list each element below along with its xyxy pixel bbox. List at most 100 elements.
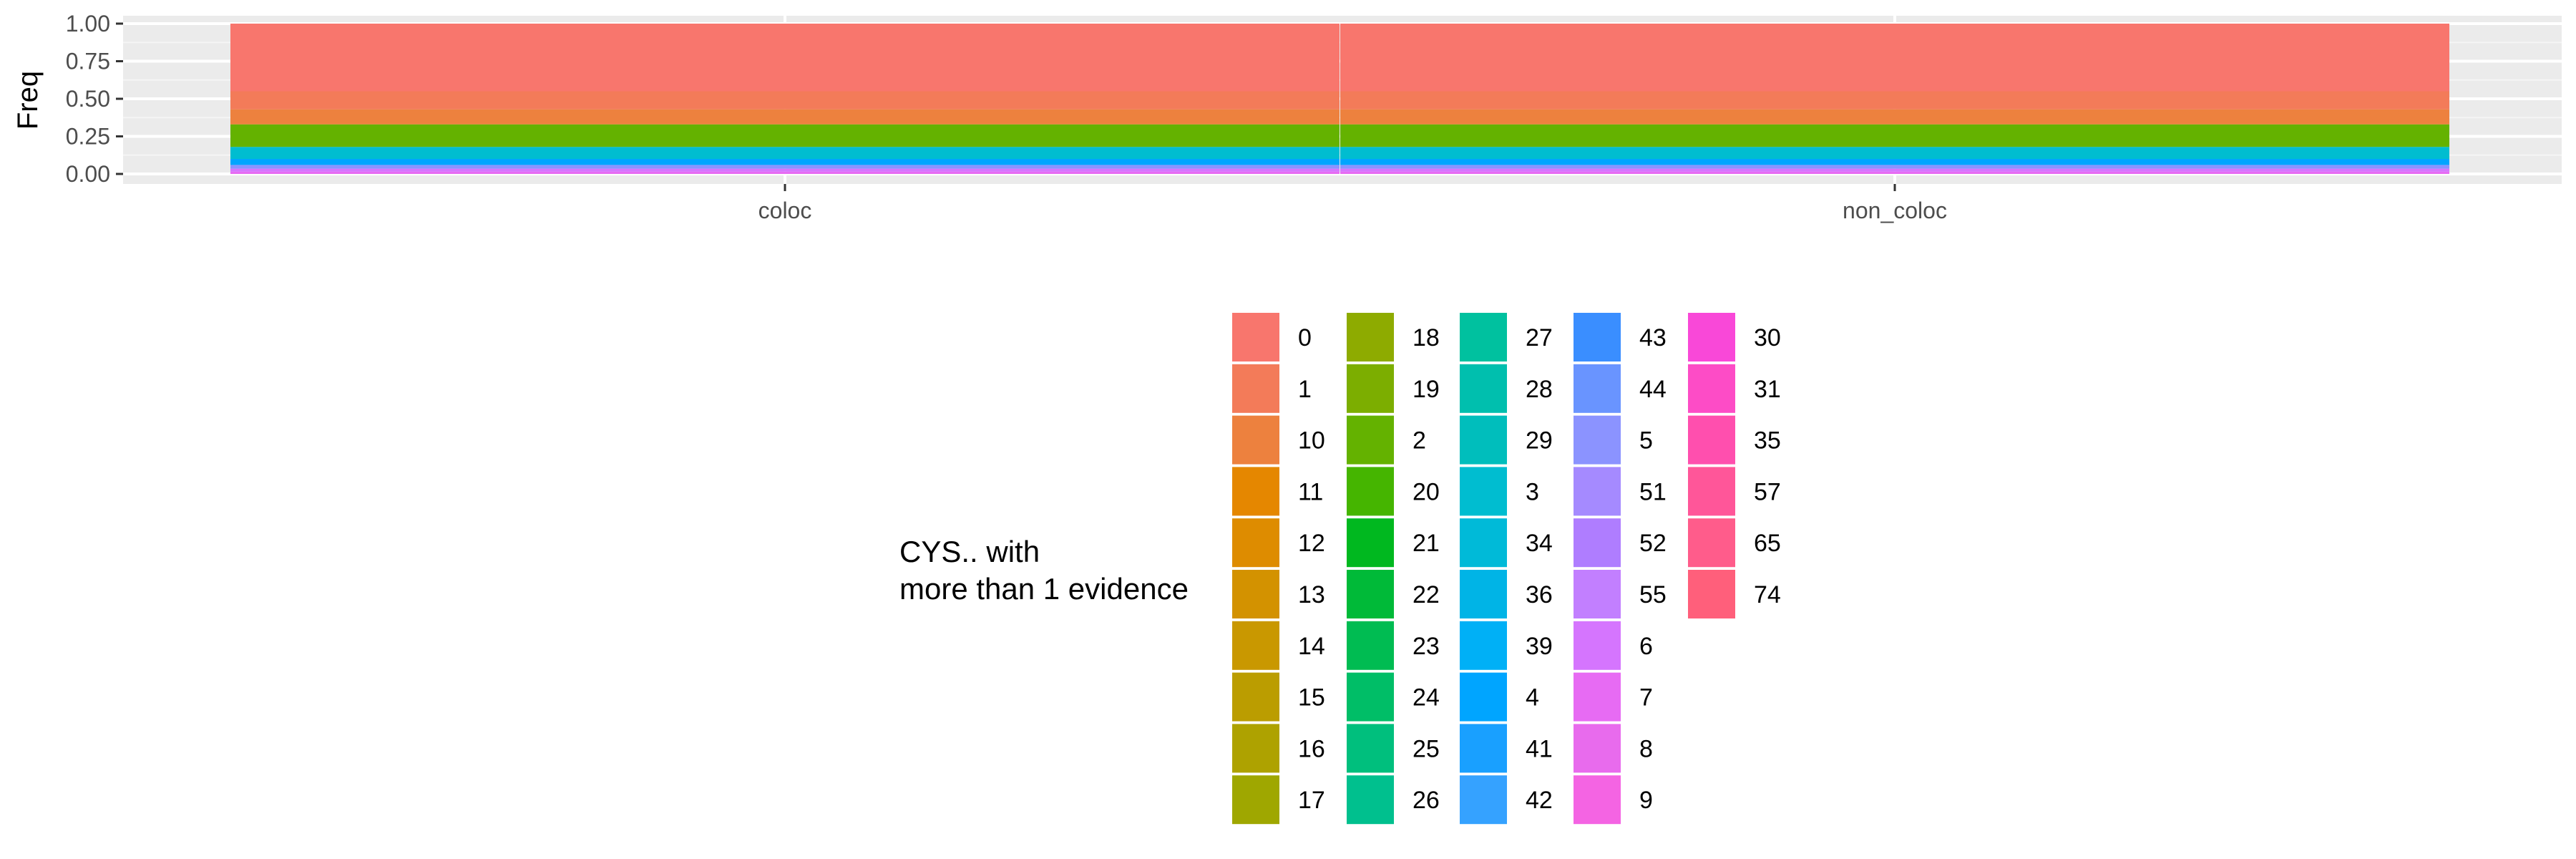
legend-key-29 <box>1460 415 1507 465</box>
legend-label-35: 35 <box>1754 427 1781 455</box>
bar-segment-coloc-3 <box>230 147 1340 159</box>
legend-label-44: 44 <box>1639 376 1667 403</box>
legend-label-24: 24 <box>1413 684 1440 712</box>
legend-label-10: 10 <box>1298 427 1325 455</box>
legend-key-55 <box>1574 570 1621 618</box>
legend-label-65: 65 <box>1754 530 1781 557</box>
legend-key-57 <box>1688 467 1735 516</box>
bar-segment-coloc-1 <box>230 91 1340 110</box>
legend-label-36: 36 <box>1526 581 1553 608</box>
legend-key-27 <box>1460 313 1507 361</box>
legend-label-34: 34 <box>1526 530 1553 557</box>
legend-key-13 <box>1232 570 1279 618</box>
legend-key-36 <box>1460 570 1507 618</box>
bar-segment-non_coloc-1 <box>1340 91 2449 110</box>
bar-segment-coloc-6 <box>230 168 1340 172</box>
legend-key-39 <box>1460 621 1507 670</box>
legend-key-34 <box>1460 518 1507 568</box>
legend-key-9 <box>1574 775 1621 825</box>
legend-title: CYS.. with more than 1 evidence <box>899 535 1189 606</box>
y-tick-label: 0.25 <box>66 124 110 150</box>
legend-label-15: 15 <box>1298 684 1325 712</box>
bar-segment-non_coloc-10 <box>1340 109 2449 125</box>
legend-label-14: 14 <box>1298 633 1325 660</box>
legend-key-25 <box>1347 724 1394 773</box>
legend-key-12 <box>1232 518 1279 568</box>
bar-segment-coloc-10 <box>230 109 1340 125</box>
legend-label-8: 8 <box>1639 735 1653 762</box>
bar-segment-coloc-7 <box>230 171 1340 174</box>
legend-key-35 <box>1688 415 1735 465</box>
bar-segment-coloc-0 <box>230 24 1340 92</box>
legend-key-21 <box>1347 518 1394 568</box>
legend-key-41 <box>1460 724 1507 773</box>
legend-key-23 <box>1347 621 1394 670</box>
legend-label-43: 43 <box>1639 324 1667 351</box>
legend-label-51: 51 <box>1639 478 1667 505</box>
legend-label-5: 5 <box>1639 427 1653 455</box>
legend-label-1: 1 <box>1298 376 1312 403</box>
legend-label-57: 57 <box>1754 478 1781 505</box>
legend-key-0 <box>1232 313 1279 361</box>
x-tick-label: coloc <box>758 198 812 223</box>
legend-key-16 <box>1232 724 1279 773</box>
legend-label-41: 41 <box>1526 735 1553 762</box>
legend-label-12: 12 <box>1298 530 1325 557</box>
legend-key-4 <box>1460 672 1507 722</box>
legend-label-74: 74 <box>1754 581 1781 608</box>
legend-key-51 <box>1574 467 1621 516</box>
legend-label-16: 16 <box>1298 735 1325 762</box>
legend-key-8 <box>1574 724 1621 773</box>
bar-segment-non_coloc-6 <box>1340 168 2449 172</box>
legend-label-13: 13 <box>1298 581 1325 608</box>
legend-key-30 <box>1688 313 1735 361</box>
bar-segment-non_coloc-7 <box>1340 171 2449 174</box>
legend-key-14 <box>1232 621 1279 670</box>
legend-key-3 <box>1460 467 1507 516</box>
legend-key-28 <box>1460 364 1507 413</box>
legend-label-6: 6 <box>1639 633 1653 660</box>
legend-key-20 <box>1347 467 1394 516</box>
legend-key-24 <box>1347 672 1394 722</box>
legend-label-3: 3 <box>1526 478 1539 505</box>
legend-key-7 <box>1574 672 1621 722</box>
legend-key-18 <box>1347 313 1394 361</box>
legend-label-23: 23 <box>1413 633 1440 660</box>
legend-label-39: 39 <box>1526 633 1553 660</box>
legend-key-43 <box>1574 313 1621 361</box>
legend-label-11: 11 <box>1298 478 1323 505</box>
bar-segment-non_coloc-3 <box>1340 147 2449 159</box>
y-tick-label: 0.75 <box>66 49 110 74</box>
legend-label-17: 17 <box>1298 787 1325 814</box>
legend-key-5 <box>1574 415 1621 465</box>
legend-key-17 <box>1232 775 1279 825</box>
legend-label-42: 42 <box>1526 787 1553 814</box>
legend-key-15 <box>1232 672 1279 722</box>
legend-label-21: 21 <box>1413 530 1440 557</box>
legend-label-55: 55 <box>1639 581 1667 608</box>
bar-segment-coloc-2 <box>230 124 1340 147</box>
legend-key-11 <box>1232 467 1279 516</box>
legend-key-74 <box>1688 570 1735 618</box>
bar-segment-non_coloc-5 <box>1340 165 2449 169</box>
legend-label-9: 9 <box>1639 787 1653 814</box>
y-tick-label: 1.00 <box>66 11 110 37</box>
legend-label-0: 0 <box>1298 324 1312 351</box>
legend-key-22 <box>1347 570 1394 618</box>
bar-segment-non_coloc-2 <box>1340 124 2449 147</box>
legend-label-20: 20 <box>1413 478 1440 505</box>
legend-label-22: 22 <box>1413 581 1440 608</box>
legend-label-28: 28 <box>1526 376 1553 403</box>
y-tick-label: 0.50 <box>66 86 110 112</box>
legend-key-26 <box>1347 775 1394 825</box>
legend-label-27: 27 <box>1526 324 1553 351</box>
legend-label-25: 25 <box>1413 735 1440 762</box>
legend-key-52 <box>1574 518 1621 568</box>
legend-key-42 <box>1460 775 1507 825</box>
bar-segment-coloc-4 <box>230 159 1340 165</box>
x-tick-label: non_coloc <box>1843 198 1947 223</box>
legend-label-2: 2 <box>1413 427 1426 455</box>
legend-label-18: 18 <box>1413 324 1440 351</box>
legend-key-65 <box>1688 518 1735 568</box>
y-axis-title: Freq <box>12 71 44 130</box>
